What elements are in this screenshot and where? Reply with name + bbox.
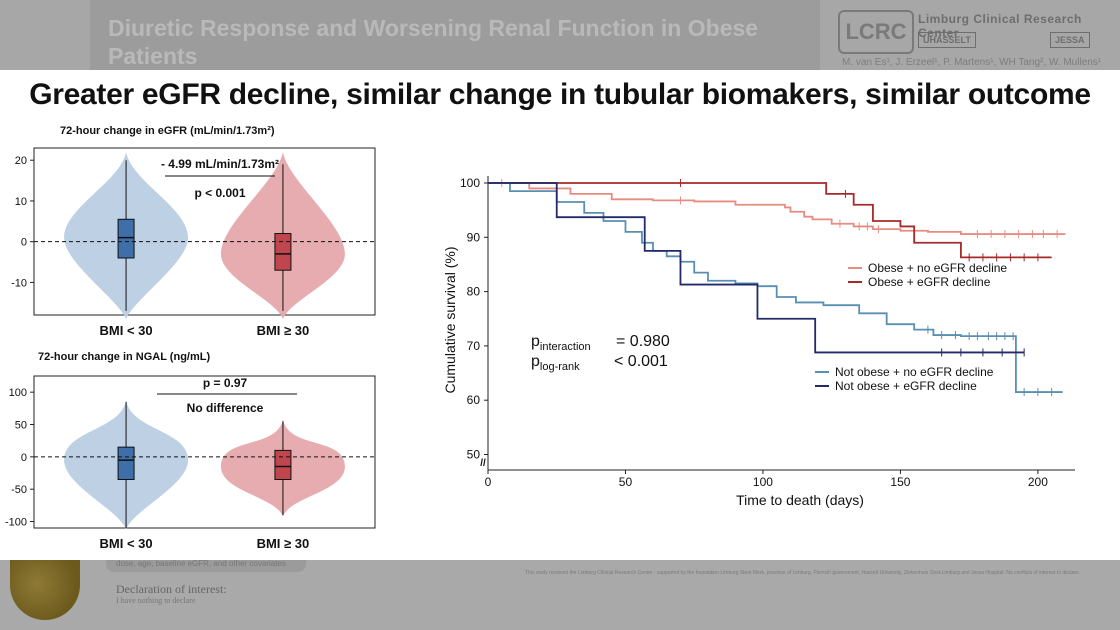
y-tick-label: 100 [9,387,27,399]
ngal-p-value: p = 0.97 [203,376,248,390]
authors: M. van Es¹, J. Erzeel¹, P. Martens¹, WH … [842,57,1102,68]
km-y-label: Cumulative survival (%) [442,246,458,393]
legend-label-2: Not obese + no eGFR decline [835,365,994,379]
km-x-tick-label: 50 [619,475,633,489]
km-y-tick-label: 60 [467,393,481,407]
km-y-tick-label: 80 [467,285,481,299]
headline: Greater eGFR decline, similar change in … [29,78,1091,111]
footer-note: dose, age, baseline eGFR, and other cova… [106,558,306,572]
y-tick-label: 0 [21,452,27,464]
legend-label-3: Not obese + eGFR decline [835,379,977,393]
declaration-title: Declaration of interest: [116,582,227,596]
iqr-box-1 [274,233,292,271]
violin-title-0: 72-hour change in eGFR (mL/min/1.73m²) [60,125,275,137]
km-stat-0: pinteraction [531,333,591,353]
km-stat-1: plog-rank [531,353,580,373]
egfr-difference-annotation: - 4.99 mL/min/1.73m² [161,157,279,171]
km-stat-value-0: = 0.980 [616,333,670,350]
y-tick-label: 20 [15,155,27,167]
km-x-label: Time to death (days) [736,492,864,508]
legend-label-0: Obese + no eGFR decline [868,261,1007,275]
egfr-p-value: p < 0.001 [194,186,245,200]
km-x-tick-label: 100 [753,475,773,489]
km-y-tick-label: 70 [467,339,481,353]
violin-title-1: 72-hour change in NGAL (ng/mL) [38,351,210,363]
iqr-box-0 [117,446,135,480]
km-curve-0 [488,182,1066,235]
uhasselt-logo: UHASSELT [918,32,976,48]
org-name: Limburg Clinical Research Center [918,12,1082,40]
header-band [90,0,820,70]
km-x-tick-label: 150 [890,475,910,489]
km-y-tick-label: 50 [467,448,481,462]
violin-frame-0 [33,147,376,316]
y-tick-label: 50 [15,420,27,432]
jessa-logo: JESSA [1050,32,1090,48]
km-x-tick-label: 0 [485,475,492,489]
category-label: BMI ≥ 30 [257,323,310,338]
km-curve-2 [488,182,1063,393]
gold-graphic [10,560,80,620]
y-tick-label: 0 [21,237,27,249]
lcrc-logo: LCRC [838,10,914,54]
background-header [0,0,1120,70]
y-tick-label: -100 [5,517,27,529]
km-x-tick-label: 200 [1028,475,1048,489]
iqr-box-0 [117,218,135,259]
km-stat-value-1: < 0.001 [614,353,668,370]
category-label: BMI < 30 [100,323,153,338]
axis-break-mark: // [480,458,486,469]
km-y-tick-label: 100 [460,176,480,190]
iqr-box-1 [274,449,292,480]
category-label: BMI ≥ 30 [257,536,310,551]
km-y-tick-label: 90 [467,230,481,244]
y-tick-label: -10 [11,277,27,289]
km-curve-1 [488,182,1052,259]
violin-frame-1 [33,375,376,529]
ngal-annotation: No difference [187,401,264,415]
category-label: BMI < 30 [100,536,153,551]
funding-note: This study received the Limburg Clinical… [525,570,1081,576]
legend-label-1: Obese + eGFR decline [868,275,991,289]
declaration-text: I have nothing to declare [116,596,196,605]
km-curve-3 [488,182,1025,354]
y-tick-label: -50 [11,484,27,496]
y-tick-label: 10 [15,196,27,208]
